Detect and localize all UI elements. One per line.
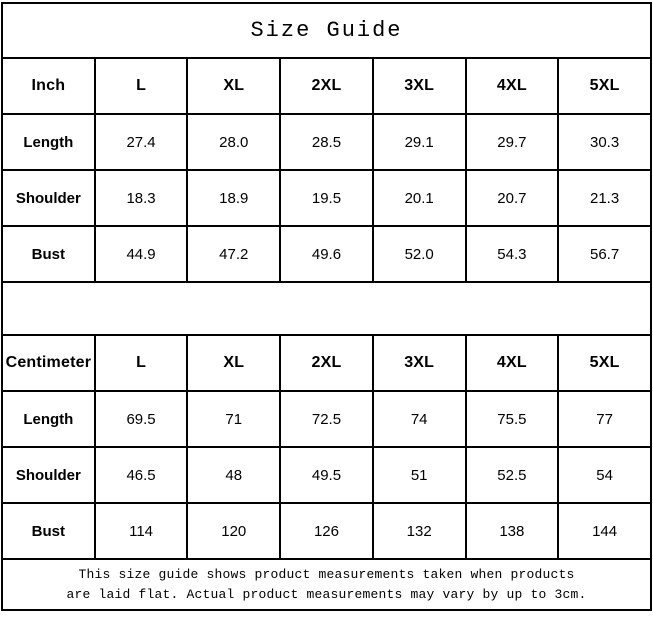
value-cell: 46.5 bbox=[93, 446, 189, 504]
size-col-header-4xl: 4XL bbox=[464, 57, 560, 115]
value-cell: 144 bbox=[557, 502, 652, 560]
value-cell: 20.1 bbox=[371, 169, 467, 227]
value-cell: 72.5 bbox=[279, 390, 374, 448]
value-cell: 74 bbox=[371, 390, 467, 448]
value-cell: 47.2 bbox=[186, 225, 282, 283]
value-cell: 56.7 bbox=[557, 225, 652, 283]
footnote-row: This size guide shows product measuremen… bbox=[1, 558, 652, 611]
row-label-length: Length bbox=[1, 390, 96, 448]
value-cell: 75.5 bbox=[464, 390, 560, 448]
inch-shoulder-row: Shoulder 18.3 18.9 19.5 20.1 20.7 21.3 bbox=[1, 169, 652, 227]
row-label-length: Length bbox=[1, 113, 96, 171]
inch-header-row: Inch L XL 2XL 3XL 4XL 5XL bbox=[1, 57, 652, 115]
size-col-header-3xl: 3XL bbox=[371, 57, 467, 115]
value-cell: 69.5 bbox=[93, 390, 189, 448]
size-col-header-xl: XL bbox=[186, 57, 282, 115]
value-cell: 120 bbox=[186, 502, 282, 560]
value-cell: 21.3 bbox=[557, 169, 652, 227]
size-col-header-l: L bbox=[93, 57, 189, 115]
value-cell: 49.6 bbox=[279, 225, 374, 283]
value-cell: 49.5 bbox=[279, 446, 374, 504]
spacer-cell bbox=[1, 281, 652, 336]
title-row: Size Guide bbox=[1, 2, 652, 59]
inch-length-row: Length 27.4 28.0 28.5 29.1 29.7 30.3 bbox=[1, 113, 652, 171]
value-cell: 28.0 bbox=[186, 113, 282, 171]
size-col-header-4xl: 4XL bbox=[464, 334, 560, 392]
value-cell: 19.5 bbox=[279, 169, 374, 227]
value-cell: 138 bbox=[464, 502, 560, 560]
centimeter-bust-row: Bust 114 120 126 132 138 144 bbox=[1, 502, 652, 560]
value-cell: 126 bbox=[279, 502, 374, 560]
inch-bust-row: Bust 44.9 47.2 49.6 52.0 54.3 56.7 bbox=[1, 225, 652, 283]
centimeter-shoulder-row: Shoulder 46.5 48 49.5 51 52.5 54 bbox=[1, 446, 652, 504]
page-title: Size Guide bbox=[1, 2, 652, 59]
value-cell: 20.7 bbox=[464, 169, 560, 227]
value-cell: 71 bbox=[186, 390, 282, 448]
value-cell: 18.3 bbox=[93, 169, 189, 227]
size-col-header-3xl: 3XL bbox=[371, 334, 467, 392]
size-col-header-5xl: 5XL bbox=[557, 334, 652, 392]
value-cell: 132 bbox=[371, 502, 467, 560]
value-cell: 18.9 bbox=[186, 169, 282, 227]
centimeter-header-row: Centimeter L XL 2XL 3XL 4XL 5XL bbox=[1, 334, 652, 392]
centimeter-length-row: Length 69.5 71 72.5 74 75.5 77 bbox=[1, 390, 652, 448]
footnote-line-2: are laid flat. Actual product measuremen… bbox=[66, 586, 587, 602]
value-cell: 77 bbox=[557, 390, 652, 448]
spacer-row bbox=[1, 281, 652, 336]
size-col-header-2xl: 2XL bbox=[279, 334, 374, 392]
value-cell: 48 bbox=[186, 446, 282, 504]
value-cell: 27.4 bbox=[93, 113, 189, 171]
row-label-shoulder: Shoulder bbox=[1, 446, 96, 504]
footnote-line-1: This size guide shows product measuremen… bbox=[78, 567, 575, 582]
size-col-header-xl: XL bbox=[186, 334, 282, 392]
footnote: This size guide shows product measuremen… bbox=[1, 558, 652, 611]
size-col-header-l: L bbox=[93, 334, 189, 392]
centimeter-unit-header: Centimeter bbox=[1, 334, 96, 392]
value-cell: 54.3 bbox=[464, 225, 560, 283]
value-cell: 29.1 bbox=[371, 113, 467, 171]
row-label-shoulder: Shoulder bbox=[1, 169, 96, 227]
inch-unit-header: Inch bbox=[1, 57, 96, 115]
value-cell: 52.5 bbox=[464, 446, 560, 504]
value-cell: 54 bbox=[557, 446, 652, 504]
size-col-header-5xl: 5XL bbox=[557, 57, 652, 115]
value-cell: 28.5 bbox=[279, 113, 374, 171]
value-cell: 44.9 bbox=[93, 225, 189, 283]
value-cell: 30.3 bbox=[557, 113, 652, 171]
row-label-bust: Bust bbox=[1, 502, 96, 560]
value-cell: 51 bbox=[371, 446, 467, 504]
row-label-bust: Bust bbox=[1, 225, 96, 283]
value-cell: 114 bbox=[93, 502, 189, 560]
value-cell: 52.0 bbox=[371, 225, 467, 283]
size-col-header-2xl: 2XL bbox=[279, 57, 374, 115]
value-cell: 29.7 bbox=[464, 113, 560, 171]
